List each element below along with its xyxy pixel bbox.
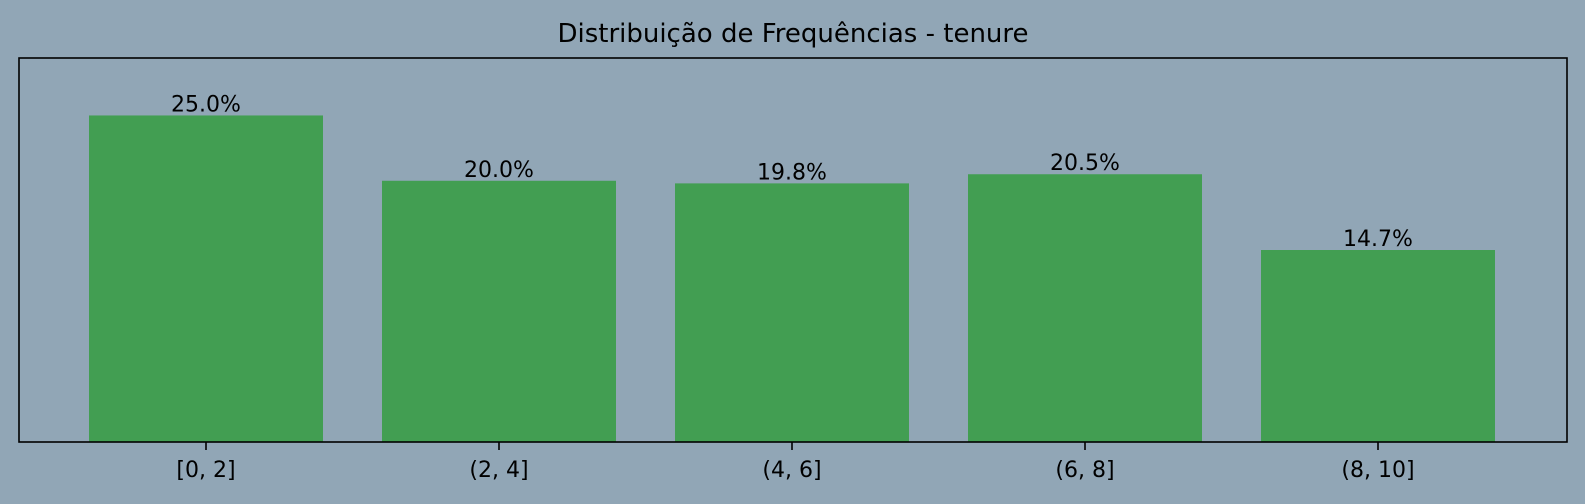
bar-value-label-4: 14.7% xyxy=(1343,227,1413,252)
bar-value-label-0: 25.0% xyxy=(171,92,241,117)
bar-2 xyxy=(675,183,909,442)
bars-group xyxy=(89,115,1495,442)
bar-value-label-1: 20.0% xyxy=(464,158,534,183)
plot-frame xyxy=(18,57,1568,443)
x-tick-label-2: (4, 6] xyxy=(762,458,821,483)
x-tick-label-3: (6, 8] xyxy=(1055,458,1114,483)
bar-3 xyxy=(968,174,1202,442)
x-tick-label-1: (2, 4] xyxy=(469,458,528,483)
bar-0 xyxy=(89,115,323,442)
bar-1 xyxy=(382,180,616,442)
bar-value-label-3: 20.5% xyxy=(1050,151,1120,176)
chart-title: Distribuição de Frequências - tenure xyxy=(557,19,1028,49)
bar-value-label-2: 19.8% xyxy=(757,160,827,185)
bar-4 xyxy=(1261,250,1495,442)
bar-value-labels: 25.0% 20.0% 19.8% 20.5% 14.7% xyxy=(171,92,1413,252)
x-tick-label-0: [0, 2] xyxy=(176,458,235,483)
x-axis-ticks: [0, 2] (2, 4] (4, 6] (6, 8] (8, 10] xyxy=(176,442,1415,483)
x-tick-label-4: (8, 10] xyxy=(1341,458,1414,483)
